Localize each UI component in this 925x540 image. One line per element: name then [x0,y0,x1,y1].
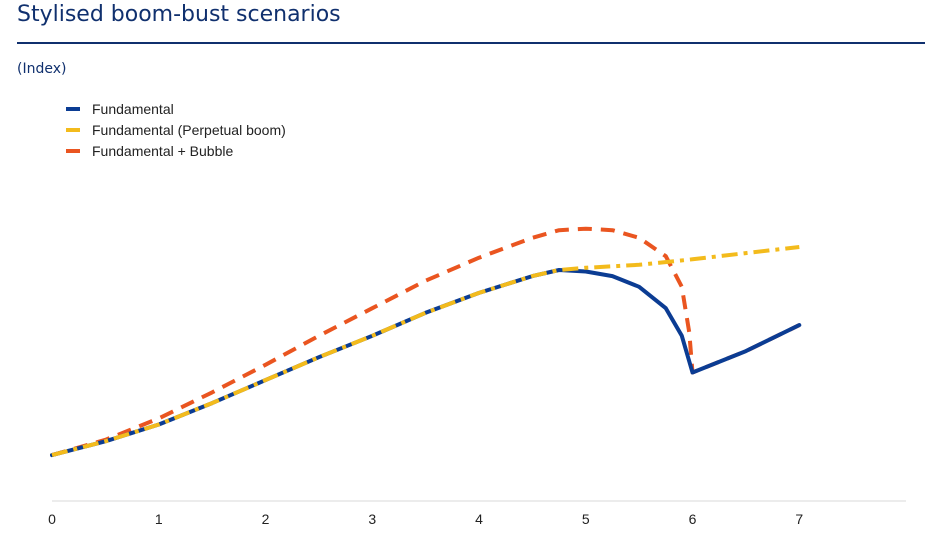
x-tick-label: 0 [48,511,56,527]
x-tick-label: 1 [155,511,163,527]
legend-item-fundamental[interactable]: Fundamental [66,98,286,119]
series-line-fundamental-perpetual-boom [51,245,800,458]
chart-subtitle: (Index) [17,61,67,77]
x-tick-label: 6 [689,511,697,527]
legend-swatch-perpetual-boom [66,127,80,132]
legend-label-perpetual-boom: Fundamental (Perpetual boom) [92,121,286,138]
legend-label-fundamental: Fundamental [92,100,174,117]
legend-item-perpetual-boom[interactable]: Fundamental (Perpetual boom) [66,119,286,140]
x-tick-label: 7 [795,511,803,527]
series-line-fundamental-bubble [51,226,801,458]
legend-item-bubble[interactable]: Fundamental + Bubble [66,140,286,161]
chart-title: Stylised boom-bust scenarios [17,2,341,27]
x-tick-label: 4 [475,511,483,527]
legend-label-bubble: Fundamental + Bubble [92,142,234,159]
series-line-fundamental [50,268,802,458]
legend: Fundamental Fundamental (Perpetual boom)… [66,98,286,161]
x-tick-label: 3 [368,511,376,527]
title-divider [17,42,925,44]
x-tick-label: 5 [582,511,590,527]
legend-swatch-fundamental [66,106,80,111]
legend-swatch-bubble [66,148,80,153]
x-tick-label: 2 [262,511,270,527]
